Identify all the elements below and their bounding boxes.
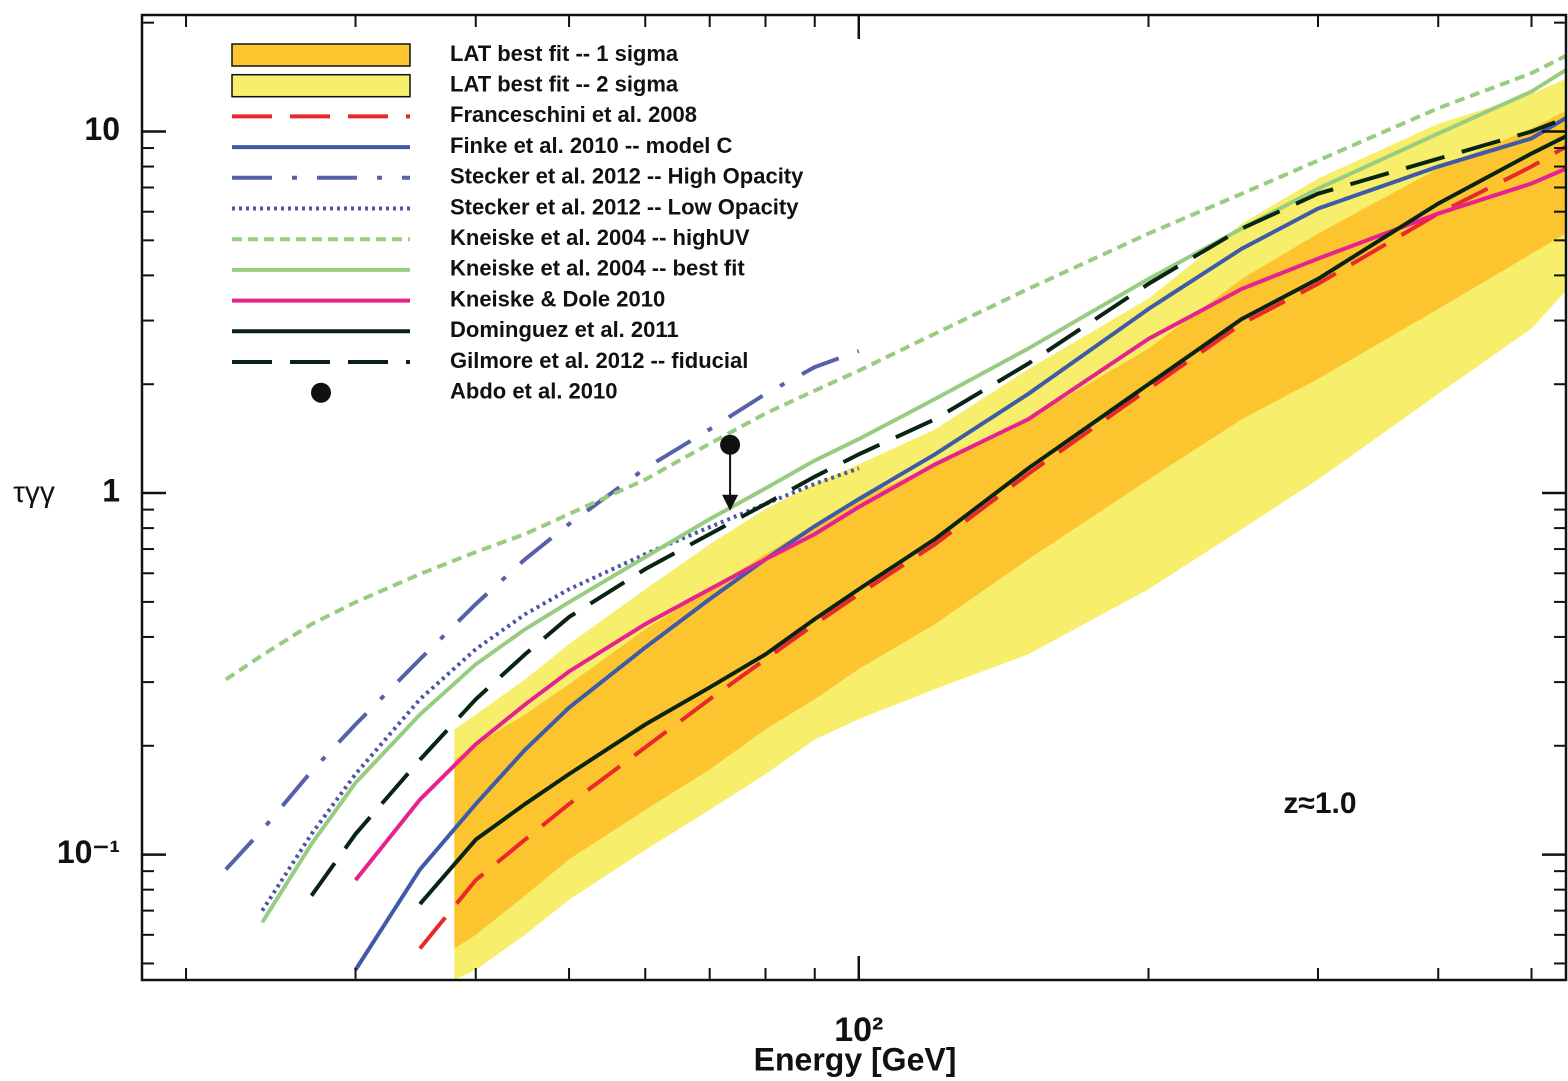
legend-label: LAT best fit -- 1 sigma	[450, 41, 679, 66]
legend-swatch	[231, 73, 411, 98]
legend-label: Stecker et al. 2012 -- Low Opacity	[450, 194, 799, 219]
legend-label: Finke et al. 2010 -- model C	[450, 133, 733, 158]
legend-swatch	[231, 43, 411, 67]
legend-label: Kneiske et al. 2004 -- best fit	[450, 256, 745, 281]
series-line	[418, 144, 1566, 950]
series-line	[224, 349, 860, 871]
legend-label: Abdo et al. 2010	[450, 379, 618, 404]
plot-frame	[140, 13, 1568, 982]
legend-swatch	[311, 382, 331, 403]
y-axis-title: τγγ	[13, 476, 55, 509]
annotation: z≈1.0	[1283, 787, 1356, 820]
data-point	[720, 434, 741, 455]
legend-label: Gilmore et al. 2012 -- fiducial	[450, 348, 748, 373]
legend-label: Kneiske & Dole 2010	[450, 286, 665, 311]
y-tick-label: 1	[102, 473, 120, 509]
x-axis-title: Energy [GeV]	[754, 1041, 957, 1077]
series-line	[260, 68, 1566, 924]
series-line	[309, 116, 1566, 897]
confidence-band	[454, 110, 1566, 949]
legend-label: Dominguez et al. 2011	[450, 317, 679, 342]
legend-label: Kneiske et al. 2004 -- highUV	[450, 225, 750, 250]
series-line	[418, 134, 1566, 906]
series-line	[353, 116, 1566, 971]
legend-label: LAT best fit -- 2 sigma	[450, 72, 679, 97]
plot-area	[224, 53, 1566, 980]
upper-limit-arrowhead	[722, 494, 739, 511]
axes: 10² 10⁻¹ 1 10	[57, 15, 1566, 1049]
legend-label: Franceschini et al. 2008	[450, 102, 697, 127]
series-line	[353, 166, 1566, 882]
legend: LAT best fit -- 1 sigma LAT best fit -- 2…	[231, 41, 804, 404]
legend-label: Stecker et al. 2012 -- High Opacity	[450, 164, 804, 189]
x-tick-label: 10²	[834, 1011, 883, 1049]
y-tick-label: 10	[84, 111, 120, 147]
y-tick-label: 10⁻¹	[57, 834, 120, 870]
